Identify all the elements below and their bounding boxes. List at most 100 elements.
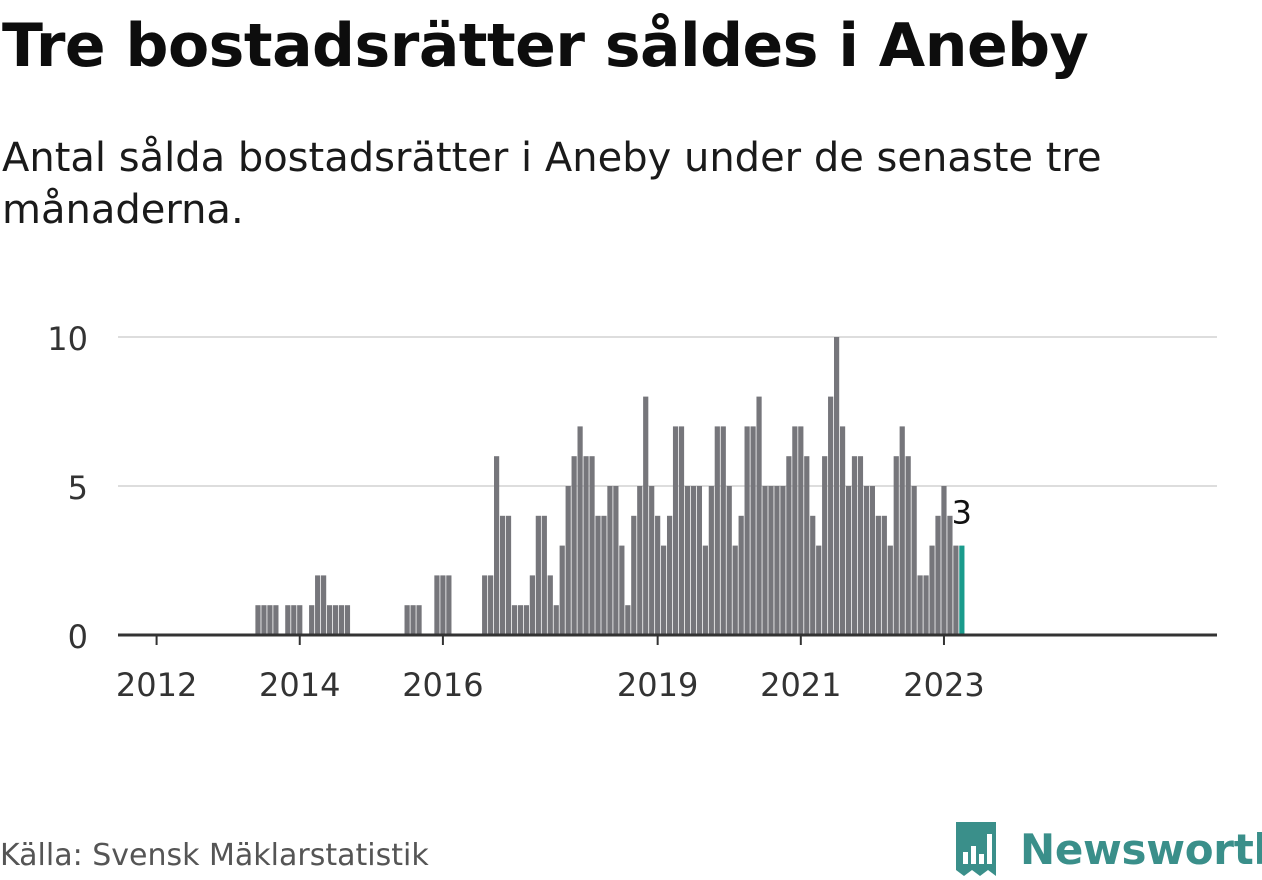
chart-title: Tre bostadsrätter såldes i Aneby <box>2 11 1089 81</box>
bar <box>702 545 708 635</box>
bar <box>810 515 816 635</box>
x-tick-label: 2014 <box>259 666 340 704</box>
bar <box>828 396 834 635</box>
bar <box>857 456 864 635</box>
bar-chart: 0 5 10 2012 2014 2016 2019 2021 2023 3 <box>47 320 1217 704</box>
bar-layer <box>255 337 965 635</box>
bar <box>672 426 679 635</box>
y-tick-label: 5 <box>68 469 88 507</box>
bar <box>804 456 810 635</box>
bar <box>291 605 297 635</box>
bar <box>601 515 607 635</box>
x-tick-label: 2016 <box>402 666 483 704</box>
bar <box>756 396 762 635</box>
bar <box>893 456 899 635</box>
x-tick-label: 2023 <box>903 666 984 704</box>
axis-layer <box>118 633 1217 645</box>
y-tick-label: 0 <box>68 618 88 656</box>
bar <box>511 605 518 635</box>
bar <box>523 605 530 635</box>
bar <box>696 486 703 635</box>
bar <box>649 486 655 635</box>
bar <box>881 515 887 635</box>
bar <box>869 486 875 635</box>
bar <box>732 545 738 635</box>
x-tick-label: 2012 <box>116 666 197 704</box>
bar <box>434 575 440 635</box>
x-tick-label: 2019 <box>617 666 698 704</box>
bar <box>762 486 768 635</box>
bar <box>816 545 822 635</box>
bar <box>905 456 911 635</box>
bar <box>315 575 321 635</box>
newsworthy-logo-icon <box>956 822 996 876</box>
bar <box>738 515 744 635</box>
bar <box>625 605 631 635</box>
bar <box>607 486 613 635</box>
bar <box>499 515 506 635</box>
bar <box>261 605 267 635</box>
bar <box>953 545 959 635</box>
bar <box>332 605 339 635</box>
bar <box>786 456 792 635</box>
bar <box>911 486 917 635</box>
bar <box>589 456 595 635</box>
newsworthy-logo: Newsworthy <box>952 818 1262 880</box>
bar <box>684 486 691 635</box>
bar <box>798 426 804 635</box>
last-value-label: 3 <box>952 494 972 532</box>
bar <box>571 456 577 635</box>
source-note: Källa: Svensk Mäklarstatistik <box>0 838 429 873</box>
bar <box>297 605 303 635</box>
bar <box>655 515 661 635</box>
bar <box>774 486 780 635</box>
bar <box>845 486 852 635</box>
bar <box>416 605 422 635</box>
bar <box>822 456 828 635</box>
bar <box>923 575 929 635</box>
bar <box>899 426 905 635</box>
bar <box>273 605 279 635</box>
bar <box>613 486 619 635</box>
grid-layer <box>118 336 1217 487</box>
bar <box>267 605 273 635</box>
bar <box>851 456 858 635</box>
bar <box>309 605 315 635</box>
bar <box>565 486 571 635</box>
bar <box>529 575 535 635</box>
bar <box>404 605 410 635</box>
bar <box>661 545 667 635</box>
bar <box>410 605 416 635</box>
y-tick-label: 10 <box>47 320 88 358</box>
bar <box>935 515 941 635</box>
bar <box>929 545 935 635</box>
bar <box>678 426 685 635</box>
bar <box>535 515 541 635</box>
bar <box>941 486 947 635</box>
x-tick-label: 2021 <box>760 666 841 704</box>
bar-highlight <box>959 545 965 635</box>
bar <box>595 515 601 635</box>
bar <box>917 575 923 635</box>
chart-subtitle: Antal sålda bostadsrätter i Aneby under … <box>2 135 1102 233</box>
bar <box>440 575 446 635</box>
bar <box>666 515 673 635</box>
bar <box>559 545 565 635</box>
bar <box>726 486 732 635</box>
bar <box>780 486 786 635</box>
bar <box>517 605 524 635</box>
bar <box>750 426 756 635</box>
brand-name: Newsworthy <box>1020 824 1262 874</box>
bar <box>344 605 351 635</box>
bar <box>714 426 720 635</box>
bar <box>326 605 333 635</box>
bar <box>488 575 494 635</box>
bar <box>505 515 512 635</box>
bar <box>285 605 291 635</box>
bar <box>744 426 750 635</box>
bar <box>553 605 559 635</box>
bar <box>887 545 893 635</box>
bar <box>577 426 583 635</box>
bar <box>494 456 500 635</box>
bar <box>834 337 840 635</box>
